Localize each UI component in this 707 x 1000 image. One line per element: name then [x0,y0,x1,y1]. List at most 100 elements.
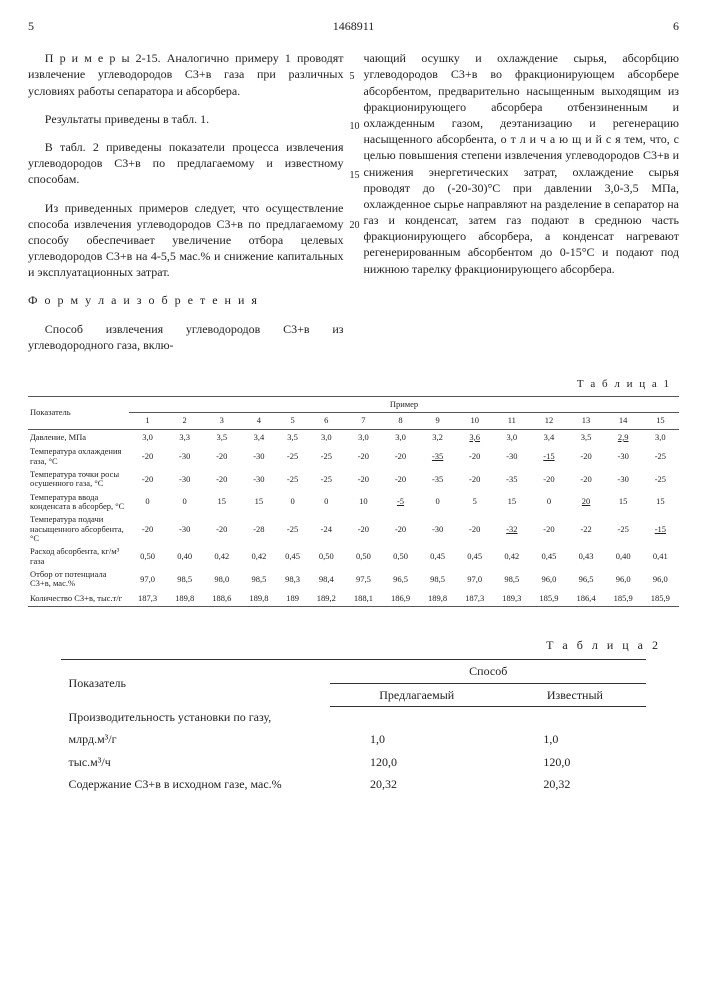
t1-cell: -20 [456,445,493,468]
t1-cell: 189,8 [419,591,456,607]
left-column: П р и м е р ы 2-15. Аналогично примеру 1… [28,38,344,365]
t1-cell: 0,45 [530,545,567,568]
t1-cell: -30 [419,513,456,545]
t1-cell: 3,0 [642,429,679,445]
t1-cell: 0,50 [382,545,419,568]
t1-cell: 96,5 [382,568,419,591]
t1-cell: 3,5 [203,429,240,445]
t1-cell: -30 [166,468,203,491]
t1-cell: -20 [530,513,567,545]
t1-cell: -25 [277,468,307,491]
t1-cell: -20 [203,513,240,545]
t1-cell: -30 [166,513,203,545]
t1-cell: 97,5 [345,568,382,591]
t1-row-label: Температура охлаждения газа, °С [28,445,129,468]
t1-col: 14 [605,413,642,429]
t1-cell: -32 [493,513,530,545]
t1-cell: -5 [382,491,419,514]
t1-cell: -15 [642,513,679,545]
table1: Показатель Пример 123456789101112131415 … [28,396,679,607]
t1-cell: 96,0 [530,568,567,591]
t1-cell: 0 [308,491,345,514]
t2-row-label: млрд.м³/г [61,728,331,750]
t1-cell: -30 [240,445,277,468]
t1-cell: -25 [308,468,345,491]
t1-cell: 3,0 [345,429,382,445]
line-numbers: 5 10 15 20 [350,38,360,365]
t1-cell: -30 [605,445,642,468]
t1-cell: 0,41 [642,545,679,568]
t1-cell: -25 [642,445,679,468]
t1-cell: 0,50 [129,545,166,568]
t1-cell: 0,42 [203,545,240,568]
t1-cell: -20 [129,468,166,491]
t2-head-param: Показатель [61,660,331,706]
t1-cell: 185,9 [605,591,642,607]
t1-cell: -30 [166,445,203,468]
t1-col: 9 [419,413,456,429]
t1-row-label: Давление, МПа [28,429,129,445]
t1-cell: 97,0 [456,568,493,591]
t1-head-group: Пример [129,396,679,412]
t1-col: 2 [166,413,203,429]
t1-cell: -30 [605,468,642,491]
t1-cell: 3,4 [240,429,277,445]
t1-cell: 96,0 [605,568,642,591]
t1-cell: -20 [129,513,166,545]
t2-cell [503,706,646,728]
t1-cell: -35 [419,445,456,468]
t1-cell: 5 [456,491,493,514]
t1-cell: 0 [419,491,456,514]
t1-cell: 185,9 [642,591,679,607]
t1-cell: 0,45 [277,545,307,568]
t1-cell: 0 [129,491,166,514]
t1-head-param: Показатель [28,396,129,429]
t1-cell: -20 [568,468,605,491]
t1-cell: 3,4 [530,429,567,445]
t1-cell: 186,9 [382,591,419,607]
t1-cell: 15 [493,491,530,514]
t2-cell: 1,0 [503,728,646,750]
t1-cell: -15 [530,445,567,468]
t1-cell: 98,0 [203,568,240,591]
t1-cell: 0,50 [345,545,382,568]
t2-row-label: тыс.м³/ч [61,751,331,773]
t1-cell: 188,1 [345,591,382,607]
para: П р и м е р ы 2-15. Аналогично примеру 1… [28,50,344,99]
t1-row-label: Отбор от потенциала С3+в, мас.% [28,568,129,591]
t1-cell: -25 [277,513,307,545]
t1-cell: 186,4 [568,591,605,607]
t1-cell: 98,5 [166,568,203,591]
t1-col: 10 [456,413,493,429]
t1-cell: -22 [568,513,605,545]
t1-row-label: Температура точки росы осушенного газа, … [28,468,129,491]
t2-head-group: Способ [330,660,646,683]
t1-cell: 2,9 [605,429,642,445]
t1-cell: -30 [493,445,530,468]
t1-cell: -25 [605,513,642,545]
t1-cell: 15 [605,491,642,514]
t1-cell: 189,8 [166,591,203,607]
t1-cell: 187,3 [129,591,166,607]
t1-cell: -20 [382,468,419,491]
t1-cell: 189,3 [493,591,530,607]
t1-cell: 3,2 [419,429,456,445]
t1-cell: 15 [240,491,277,514]
t1-row-label: Расход абсорбента, кг/м³ газа [28,545,129,568]
t1-cell: 3,0 [493,429,530,445]
t1-cell: -25 [277,445,307,468]
para: чающий осушку и охлаждение сырья, абсорб… [364,50,680,277]
t1-col: 5 [277,413,307,429]
t1-cell: 0,50 [308,545,345,568]
t1-cell: 0,42 [240,545,277,568]
t1-cell: -20 [203,468,240,491]
t2-cell: 120,0 [503,751,646,773]
t1-cell: -35 [419,468,456,491]
t1-cell: 0 [166,491,203,514]
t1-col: 7 [345,413,382,429]
t1-cell: -30 [240,468,277,491]
para: Из приведенных примеров следует, что осу… [28,200,344,281]
t2-row-label: Производительность установки по газу, [61,706,331,728]
t1-cell: -20 [456,513,493,545]
t1-row-label: Количество С3+в, тыс.т/г [28,591,129,607]
